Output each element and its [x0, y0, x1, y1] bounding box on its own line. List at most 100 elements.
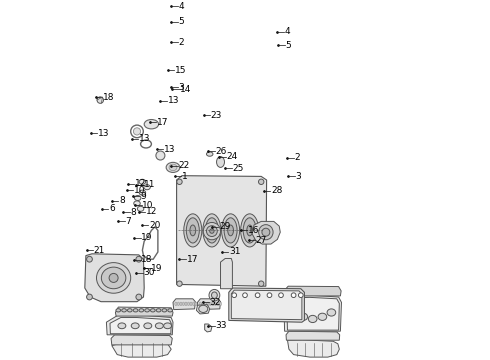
Ellipse shape	[212, 302, 214, 306]
Ellipse shape	[177, 179, 182, 184]
Text: 33: 33	[216, 321, 227, 330]
Ellipse shape	[228, 225, 233, 236]
Text: 16: 16	[248, 226, 259, 235]
Ellipse shape	[131, 323, 139, 329]
Ellipse shape	[291, 309, 299, 316]
Text: 11: 11	[144, 180, 155, 189]
Text: 3: 3	[178, 83, 184, 91]
Ellipse shape	[139, 309, 144, 312]
Polygon shape	[173, 299, 196, 310]
Ellipse shape	[139, 190, 146, 195]
Ellipse shape	[206, 226, 217, 237]
Text: 17: 17	[187, 255, 198, 264]
Ellipse shape	[217, 157, 224, 167]
Ellipse shape	[156, 309, 161, 312]
Ellipse shape	[187, 302, 190, 306]
Text: 20: 20	[149, 220, 160, 230]
Text: 12: 12	[135, 179, 147, 188]
Text: 17: 17	[157, 118, 168, 127]
Ellipse shape	[169, 164, 177, 171]
Ellipse shape	[190, 225, 196, 236]
Ellipse shape	[133, 309, 138, 312]
Polygon shape	[288, 340, 339, 357]
Text: 21: 21	[94, 246, 105, 255]
Ellipse shape	[204, 302, 206, 306]
Ellipse shape	[109, 274, 118, 282]
Ellipse shape	[207, 302, 209, 306]
Ellipse shape	[203, 222, 220, 240]
Text: 30: 30	[144, 269, 155, 277]
Text: 1: 1	[182, 172, 188, 181]
Ellipse shape	[134, 195, 141, 201]
Polygon shape	[106, 315, 173, 335]
Ellipse shape	[298, 293, 303, 297]
Ellipse shape	[116, 309, 121, 312]
Ellipse shape	[220, 302, 221, 306]
Ellipse shape	[177, 281, 182, 287]
Text: 18: 18	[103, 93, 114, 102]
Text: 10: 10	[143, 201, 154, 210]
Text: 22: 22	[178, 161, 190, 170]
Ellipse shape	[185, 302, 187, 306]
Ellipse shape	[180, 302, 182, 306]
Text: 24: 24	[226, 152, 238, 161]
Text: 2: 2	[294, 153, 300, 162]
Polygon shape	[220, 258, 232, 289]
Text: 5: 5	[285, 41, 291, 50]
Ellipse shape	[155, 323, 163, 329]
Ellipse shape	[199, 302, 201, 306]
Polygon shape	[287, 297, 339, 330]
Ellipse shape	[205, 218, 219, 243]
Ellipse shape	[144, 185, 150, 190]
Text: 19: 19	[141, 233, 153, 242]
Ellipse shape	[136, 256, 142, 262]
Ellipse shape	[97, 263, 131, 293]
Ellipse shape	[232, 293, 237, 297]
Text: 15: 15	[175, 66, 186, 75]
Polygon shape	[112, 341, 171, 357]
Ellipse shape	[202, 302, 204, 306]
Ellipse shape	[318, 313, 327, 320]
Polygon shape	[284, 286, 341, 296]
Text: 5: 5	[178, 17, 184, 26]
Text: 2: 2	[178, 38, 184, 47]
Ellipse shape	[150, 309, 155, 312]
Ellipse shape	[137, 206, 144, 211]
Ellipse shape	[259, 281, 264, 287]
Polygon shape	[85, 254, 144, 302]
Ellipse shape	[224, 218, 237, 243]
Text: 26: 26	[216, 147, 227, 156]
Ellipse shape	[299, 313, 308, 320]
Text: 4: 4	[285, 27, 290, 36]
Ellipse shape	[262, 228, 270, 236]
Text: 31: 31	[229, 248, 240, 256]
Ellipse shape	[195, 302, 197, 306]
Text: 13: 13	[164, 145, 175, 154]
Polygon shape	[196, 305, 210, 314]
Polygon shape	[284, 295, 342, 331]
Ellipse shape	[308, 315, 317, 323]
Ellipse shape	[182, 302, 185, 306]
Polygon shape	[286, 331, 340, 340]
Ellipse shape	[118, 323, 126, 329]
Ellipse shape	[243, 293, 247, 297]
Text: 8: 8	[119, 197, 125, 205]
Ellipse shape	[136, 294, 142, 300]
Polygon shape	[252, 221, 280, 244]
Ellipse shape	[144, 323, 152, 329]
Ellipse shape	[221, 214, 240, 247]
Ellipse shape	[175, 302, 177, 306]
Polygon shape	[111, 335, 172, 345]
Text: 29: 29	[219, 222, 230, 231]
Ellipse shape	[144, 120, 159, 129]
Text: 14: 14	[179, 85, 191, 94]
Ellipse shape	[184, 214, 202, 247]
Ellipse shape	[166, 162, 180, 172]
Ellipse shape	[199, 305, 208, 312]
Text: 23: 23	[211, 111, 222, 120]
Text: 28: 28	[271, 186, 282, 195]
Ellipse shape	[190, 302, 192, 306]
Ellipse shape	[241, 214, 259, 247]
Polygon shape	[231, 290, 302, 320]
Polygon shape	[176, 176, 267, 286]
